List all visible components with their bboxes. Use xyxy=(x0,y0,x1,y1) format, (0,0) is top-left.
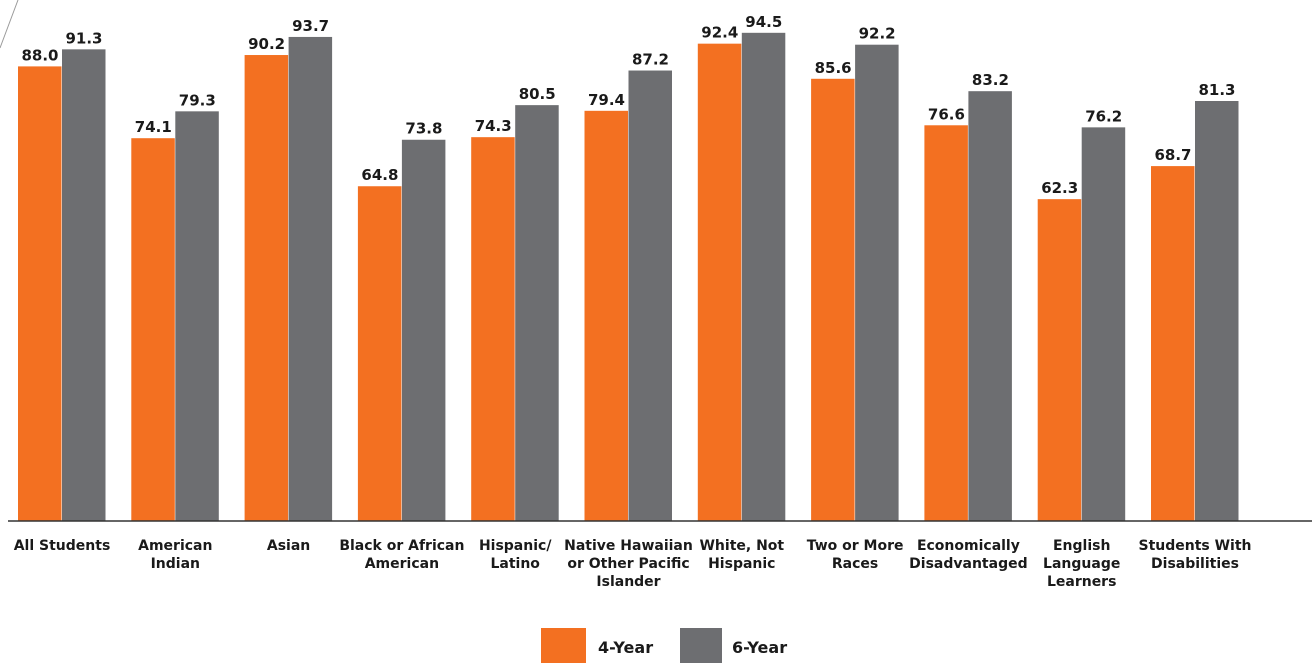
category-label: Students With Disabilities xyxy=(1138,538,1251,572)
value-label: 74.1 xyxy=(135,118,172,136)
legend: 4-Year 6-Year xyxy=(541,628,787,663)
bar-six-year-6 xyxy=(741,32,786,522)
bar-six-year-0 xyxy=(62,49,106,521)
value-label: 80.5 xyxy=(519,85,556,103)
bar-four-year-5 xyxy=(584,110,628,521)
bar-four-year-9 xyxy=(1037,199,1082,521)
value-label: 90.2 xyxy=(248,35,285,53)
bar-four-year-8 xyxy=(924,125,968,522)
bar-six-year-9 xyxy=(1081,127,1126,521)
category-label: All Students xyxy=(14,538,111,554)
value-labels-group: 88.0 91.3 74.1 79.3 90.2 93.7 64.8 73.8 74.3 80.5… xyxy=(21,13,1235,197)
category-label: Two or More Races xyxy=(807,538,904,572)
category-label: Economically Disadvantaged xyxy=(909,538,1027,572)
bar-four-year-1 xyxy=(131,138,175,521)
value-label: 93.7 xyxy=(292,17,329,35)
value-label: 79.4 xyxy=(588,91,625,109)
category-label: American Indian xyxy=(138,538,212,572)
legend-swatch-four-year xyxy=(541,628,586,663)
value-label: 91.3 xyxy=(65,29,102,47)
value-label: 74.3 xyxy=(475,117,512,135)
value-label: 92.4 xyxy=(701,24,738,42)
value-label: 68.7 xyxy=(1154,146,1191,164)
value-label: 81.3 xyxy=(1198,81,1235,99)
value-label: 73.8 xyxy=(405,120,442,138)
value-label: 83.2 xyxy=(972,71,1009,89)
value-label: 92.2 xyxy=(859,25,896,43)
legend-swatch-six-year xyxy=(680,628,722,663)
bar-four-year-0 xyxy=(18,66,62,521)
bar-six-year-1 xyxy=(175,111,219,522)
bar-six-year-10 xyxy=(1195,101,1239,521)
value-label: 87.2 xyxy=(632,51,669,69)
value-label: 85.6 xyxy=(815,59,852,77)
value-label: 76.2 xyxy=(1085,107,1122,125)
category-label: Black or African American xyxy=(339,538,464,572)
bar-four-year-7 xyxy=(811,78,855,521)
category-label: Hispanic/Latino xyxy=(479,538,552,572)
value-label: 62.3 xyxy=(1041,179,1078,197)
category-labels-group: All Students American Indian Asian Black or … xyxy=(14,538,1252,590)
bar-six-year-2 xyxy=(288,36,333,521)
bar-four-year-4 xyxy=(471,137,515,521)
bar-four-year-10 xyxy=(1151,166,1195,521)
legend-label-four-year: 4-Year xyxy=(598,638,653,657)
bar-six-year-4 xyxy=(515,105,559,522)
bar-six-year-7 xyxy=(855,44,899,522)
bar-six-year-5 xyxy=(628,70,672,521)
category-label: White, Not Hispanic xyxy=(699,538,784,572)
bar-four-year-6 xyxy=(697,43,742,522)
value-label: 79.3 xyxy=(179,91,216,109)
value-label: 94.5 xyxy=(745,13,782,31)
bar-four-year-2 xyxy=(244,55,289,522)
bars-group xyxy=(18,32,1239,522)
value-label: 64.8 xyxy=(361,166,398,184)
bar-four-year-3 xyxy=(357,186,402,521)
category-label: Native Hawaiian or Other Pacific Islander xyxy=(564,538,693,590)
value-label: 76.6 xyxy=(928,105,965,123)
category-label: English Language Learners xyxy=(1043,538,1120,590)
bar-six-year-8 xyxy=(968,91,1012,522)
category-label: Asian xyxy=(267,538,310,554)
value-label: 88.0 xyxy=(21,46,58,64)
bar-six-year-3 xyxy=(401,139,446,521)
corner-decoration-line xyxy=(0,0,19,49)
legend-label-six-year: 6-Year xyxy=(732,638,787,657)
